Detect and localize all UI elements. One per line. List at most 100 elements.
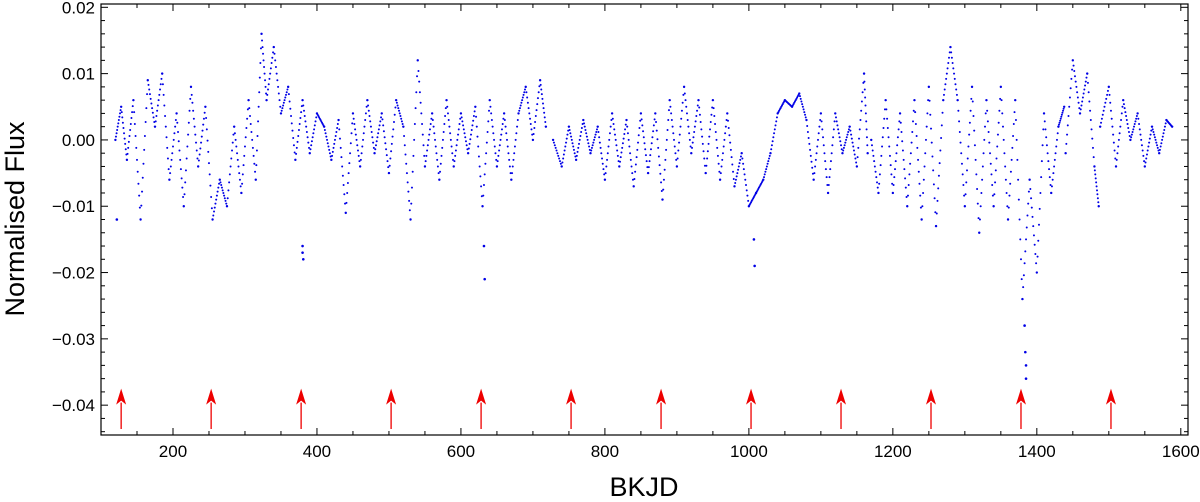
flux-point	[978, 218, 981, 221]
flux-point	[980, 191, 983, 194]
flux-point	[257, 105, 260, 108]
outlier-point	[301, 244, 304, 248]
flux-point	[903, 168, 906, 171]
flux-point	[768, 154, 771, 157]
flux-point	[801, 103, 804, 106]
flux-point	[205, 128, 208, 131]
flux-point	[592, 141, 595, 144]
flux-point	[143, 134, 146, 137]
flux-point	[644, 154, 647, 157]
flux-point	[356, 149, 359, 152]
flux-point	[540, 93, 543, 96]
flux-point	[1070, 77, 1073, 80]
y-tick-label: 0.00	[62, 131, 95, 150]
flux-point	[1100, 117, 1103, 120]
flux-point	[1053, 165, 1056, 168]
flux-point	[1122, 98, 1125, 102]
flux-point	[842, 149, 845, 152]
flux-point	[643, 142, 646, 145]
flux-point	[703, 164, 706, 167]
flux-point	[295, 152, 298, 155]
transit-arrow-head	[476, 388, 487, 405]
flux-point	[639, 112, 643, 115]
flux-point	[184, 169, 187, 172]
flux-point	[123, 137, 126, 140]
flux-point	[304, 120, 307, 123]
flux-point	[1000, 99, 1003, 102]
flux-point	[688, 138, 691, 141]
flux-point	[807, 136, 810, 139]
flux-point	[190, 93, 193, 96]
flux-point	[195, 149, 198, 152]
flux-point	[531, 138, 535, 142]
flux-point	[468, 142, 471, 145]
flux-point	[367, 109, 370, 112]
flux-point	[292, 136, 295, 139]
flux-point	[430, 117, 433, 120]
flux-point	[1125, 115, 1128, 118]
flux-point	[620, 151, 623, 154]
flux-point	[968, 133, 971, 136]
flux-point	[697, 98, 700, 102]
flux-point	[238, 172, 241, 175]
flux-point	[1101, 113, 1104, 116]
flux-point	[401, 123, 404, 126]
flux-point	[1001, 125, 1004, 128]
flux-point	[1030, 197, 1033, 200]
flux-point	[385, 148, 388, 151]
flux-point	[901, 149, 904, 152]
flux-point	[702, 150, 705, 153]
flux-point	[483, 173, 486, 176]
transit-arrow-head	[296, 388, 307, 405]
flux-point	[200, 141, 203, 144]
flux-point	[367, 104, 370, 107]
flux-point	[616, 154, 619, 157]
flux-point	[955, 93, 958, 96]
flux-point	[244, 136, 247, 139]
flux-point	[450, 145, 453, 148]
flux-point	[1071, 59, 1075, 62]
flux-point	[174, 119, 177, 122]
flux-point	[293, 151, 296, 154]
flux-point	[408, 199, 411, 202]
flux-point	[340, 156, 343, 159]
flux-point	[701, 142, 704, 145]
flux-point	[565, 141, 568, 144]
flux-point	[209, 184, 212, 187]
flux-point	[943, 88, 946, 91]
flux-point	[168, 178, 171, 181]
flux-point	[129, 123, 132, 126]
flux-point	[1138, 128, 1141, 131]
flux-point	[310, 140, 313, 143]
flux-point	[422, 144, 425, 147]
flux-point	[181, 186, 184, 189]
flux-point	[1066, 124, 1069, 127]
flux-point	[169, 165, 172, 168]
flux-point	[686, 119, 689, 122]
flux-point	[572, 148, 575, 151]
flux-point	[267, 83, 270, 86]
flux-point	[262, 52, 265, 55]
flux-point	[821, 128, 824, 131]
flux-point	[662, 188, 665, 191]
flux-point	[1094, 177, 1097, 180]
flux-point	[701, 135, 704, 138]
flux-point	[844, 141, 847, 144]
flux-point	[461, 120, 464, 123]
flux-point	[333, 142, 336, 145]
flux-point	[799, 97, 802, 100]
flux-point	[342, 184, 345, 187]
flux-point	[172, 138, 175, 141]
flux-point	[1145, 153, 1148, 156]
flux-point	[315, 116, 318, 119]
flux-point	[444, 115, 447, 118]
flux-point	[462, 124, 465, 127]
flux-point	[449, 132, 452, 135]
flux-point	[390, 142, 393, 145]
flux-point	[474, 105, 477, 108]
flux-point	[708, 135, 711, 138]
flux-point	[511, 172, 514, 175]
flux-point	[439, 170, 442, 173]
flux-point	[495, 158, 498, 161]
flux-point	[985, 98, 988, 102]
